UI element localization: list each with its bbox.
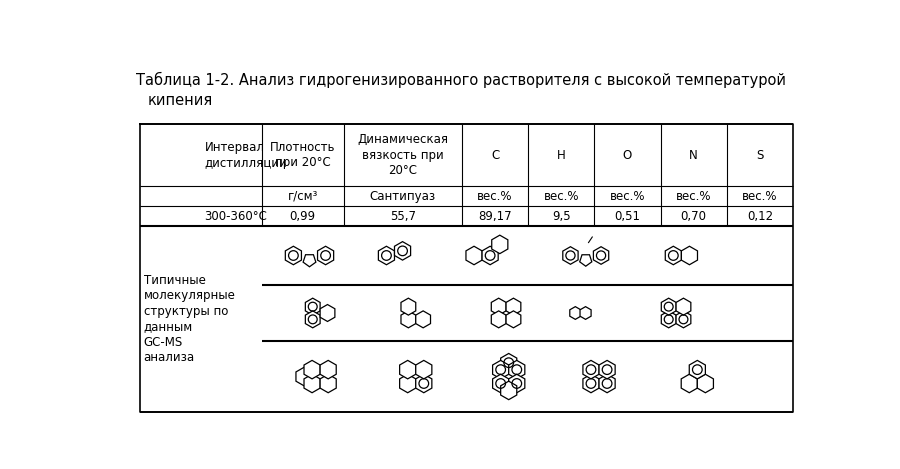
Text: Таблица 1-2. Анализ гидрогенизированного растворителя с высокой температурой: Таблица 1-2. Анализ гидрогенизированного… — [136, 72, 787, 88]
Polygon shape — [296, 367, 312, 386]
Polygon shape — [492, 374, 508, 393]
Polygon shape — [662, 311, 676, 328]
Text: Типичные
молекулярные
структуры по
данным
GC-MS
анализа: Типичные молекулярные структуры по данны… — [143, 274, 236, 364]
Polygon shape — [681, 246, 698, 265]
Polygon shape — [482, 246, 499, 265]
Text: 89,17: 89,17 — [478, 210, 512, 223]
Polygon shape — [378, 246, 394, 265]
Polygon shape — [665, 246, 681, 265]
Polygon shape — [416, 374, 432, 393]
Polygon shape — [689, 360, 706, 379]
Polygon shape — [583, 374, 599, 393]
Polygon shape — [508, 360, 525, 379]
Text: Интервал
дистилляции: Интервал дистилляции — [204, 141, 287, 169]
Text: Динамическая
вязкость при
20°C: Динамическая вязкость при 20°C — [357, 133, 448, 177]
Polygon shape — [676, 311, 691, 328]
Polygon shape — [305, 298, 320, 315]
Text: 0,51: 0,51 — [615, 210, 641, 223]
Polygon shape — [401, 298, 416, 315]
Text: Сантипуаз: Сантипуаз — [370, 190, 436, 203]
Text: C: C — [491, 149, 500, 162]
Text: S: S — [756, 149, 763, 162]
Polygon shape — [562, 247, 578, 264]
Polygon shape — [662, 298, 676, 315]
Polygon shape — [416, 311, 430, 328]
Polygon shape — [491, 311, 506, 328]
Text: вес.%: вес.% — [742, 190, 778, 203]
Polygon shape — [285, 246, 302, 265]
Polygon shape — [583, 360, 599, 379]
Polygon shape — [303, 255, 316, 267]
Polygon shape — [492, 360, 508, 379]
Polygon shape — [491, 235, 508, 254]
Text: 55,7: 55,7 — [390, 210, 416, 223]
Polygon shape — [676, 298, 691, 315]
Text: Плотность
при 20°C: Плотность при 20°C — [270, 141, 336, 169]
Polygon shape — [506, 311, 521, 328]
Text: 0,70: 0,70 — [680, 210, 706, 223]
Polygon shape — [593, 247, 608, 264]
Polygon shape — [320, 360, 337, 379]
Polygon shape — [400, 360, 416, 379]
Polygon shape — [599, 374, 615, 393]
Text: H: H — [557, 149, 565, 162]
Text: 300-360°C: 300-360°C — [204, 210, 267, 223]
Polygon shape — [320, 374, 337, 393]
Polygon shape — [400, 374, 416, 393]
Text: 0,12: 0,12 — [747, 210, 773, 223]
Text: вес.%: вес.% — [676, 190, 711, 203]
Text: вес.%: вес.% — [609, 190, 645, 203]
Text: N: N — [689, 149, 698, 162]
Polygon shape — [466, 246, 482, 265]
Polygon shape — [570, 307, 580, 319]
Polygon shape — [599, 360, 615, 379]
Polygon shape — [698, 374, 714, 393]
Polygon shape — [500, 354, 517, 372]
Polygon shape — [318, 246, 334, 265]
Polygon shape — [681, 374, 698, 393]
Polygon shape — [580, 307, 591, 319]
Text: вес.%: вес.% — [544, 190, 579, 203]
Polygon shape — [320, 304, 335, 321]
Polygon shape — [508, 374, 525, 393]
Text: O: O — [623, 149, 632, 162]
Polygon shape — [394, 242, 410, 260]
Text: кипения: кипения — [148, 93, 212, 108]
Polygon shape — [304, 374, 320, 393]
Polygon shape — [491, 298, 506, 315]
Text: вес.%: вес.% — [477, 190, 513, 203]
Polygon shape — [416, 360, 432, 379]
Polygon shape — [506, 298, 521, 315]
Text: г/см³: г/см³ — [288, 190, 318, 203]
Polygon shape — [401, 311, 416, 328]
Polygon shape — [580, 255, 592, 266]
Text: 0,99: 0,99 — [290, 210, 316, 223]
Polygon shape — [304, 360, 320, 379]
Polygon shape — [500, 381, 517, 400]
Polygon shape — [305, 311, 320, 328]
Text: 9,5: 9,5 — [552, 210, 571, 223]
